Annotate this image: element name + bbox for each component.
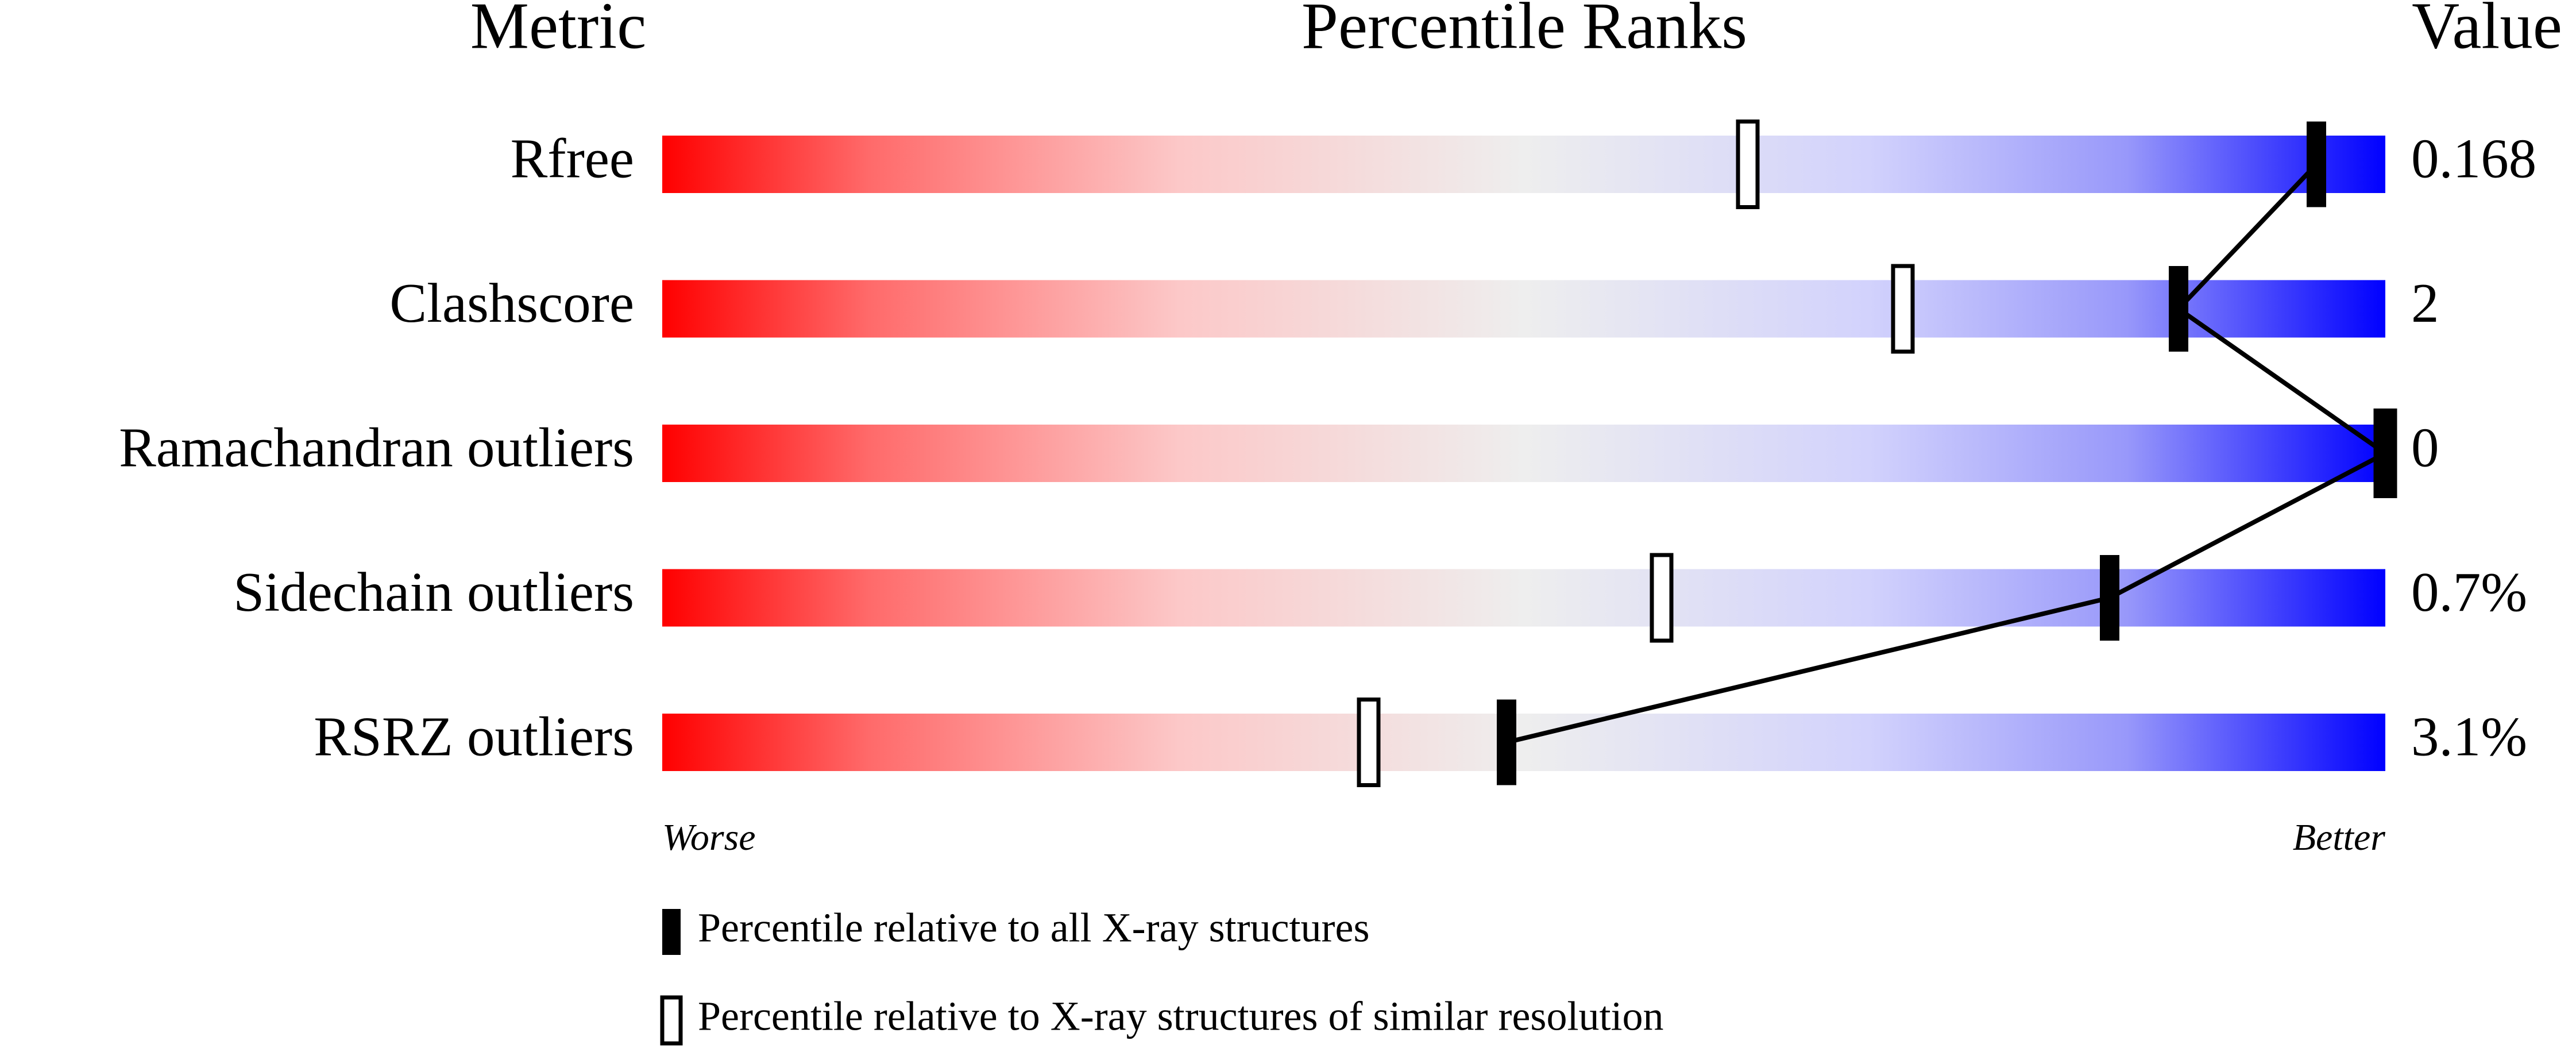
metric-label: Rfree: [511, 128, 634, 189]
relative-marker: [1891, 264, 1915, 354]
slider-bar: [662, 569, 2385, 627]
metric-label: Ramachandran outliers: [119, 417, 634, 478]
metric-value: 2: [2411, 272, 2439, 334]
metric-label: RSRZ outliers: [314, 706, 634, 767]
metric-value: 0.168: [2411, 128, 2536, 189]
absolute-marker: [2307, 121, 2326, 207]
absolute-marker: [1497, 699, 1516, 785]
legend: Percentile relative to all X-ray structu…: [660, 905, 1663, 1046]
absolute-marker: [2376, 410, 2395, 496]
relative-marker: [1357, 698, 1381, 787]
absolute-marker: [2100, 555, 2119, 641]
markers: [1357, 120, 2397, 787]
column-header: Percentile Ranks: [1301, 0, 1747, 62]
legend-label: Percentile relative to all X-ray structu…: [698, 905, 1370, 951]
legend-swatch: [662, 909, 681, 955]
absolute-marker: [2169, 266, 2188, 352]
legend-swatch: [660, 995, 683, 1046]
metric-value: 3.1%: [2411, 706, 2527, 767]
column-header: Value: [2412, 0, 2562, 62]
column-header: Metric: [470, 0, 647, 62]
metric-label: Clashscore: [389, 272, 634, 334]
slider-bar: [662, 714, 2385, 771]
slider-bar: [662, 425, 2385, 482]
bars: Rfree 0.168 Clashscore 2 Ramachandran outlie…: [119, 128, 2536, 771]
legend-label: Percentile relative to X-ray structures …: [698, 993, 1663, 1039]
slider-bar: [662, 136, 2385, 193]
relative-marker: [1650, 553, 1674, 643]
slider-bar: [662, 280, 2385, 338]
scale-label: Worse: [662, 816, 756, 858]
metric-label: Sidechain outliers: [233, 561, 634, 623]
metric-value: 0.7%: [2411, 561, 2527, 623]
metric-value: 0: [2411, 417, 2439, 478]
relative-marker: [1736, 120, 1760, 209]
scale-label: Better: [2293, 816, 2386, 858]
